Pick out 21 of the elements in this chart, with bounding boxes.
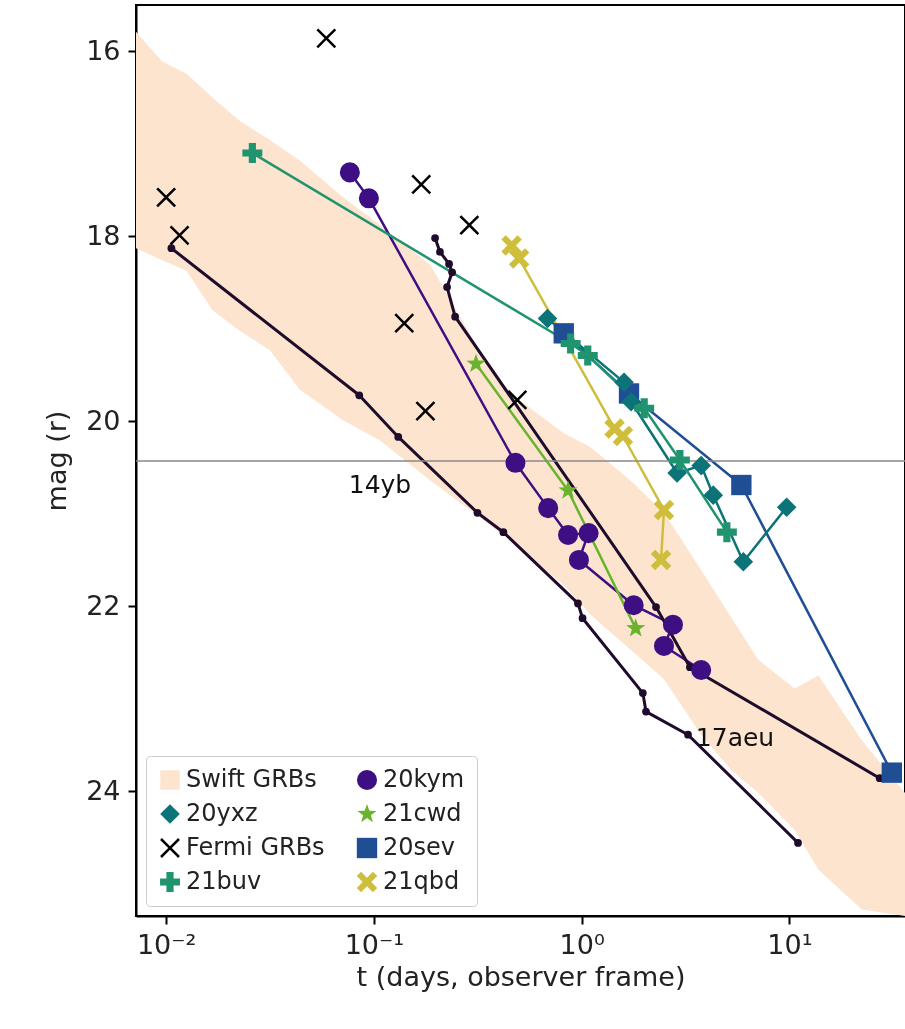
y-tick-label: 20: [86, 404, 121, 436]
y-tick-label: 18: [86, 219, 121, 251]
x-tick-label: 10⁻²: [136, 928, 197, 960]
y-tick-label: 16: [86, 34, 121, 66]
legend-label: 21cwd: [383, 799, 462, 827]
legend-label: 20sev: [383, 833, 456, 861]
legend-label: Fermi GRBs: [186, 833, 325, 861]
y-axis-title: mag (r): [41, 410, 73, 512]
legend-label: 21qbd: [383, 867, 460, 895]
legend-label: Swift GRBs: [186, 765, 317, 793]
y-tick-label: 24: [86, 774, 121, 806]
annotation: 17aeu: [695, 723, 775, 752]
legend-label: 20kym: [383, 765, 465, 793]
annotation: 14yb: [348, 470, 412, 499]
legend-label: 21buv: [186, 867, 262, 895]
x-tick-label: 10⁻¹: [344, 928, 405, 960]
x-axis-title: t (days, observer frame): [356, 960, 686, 992]
x-tick-label: 10⁰: [559, 928, 605, 960]
y-tick-label: 22: [86, 589, 121, 621]
x-tick-label: 10¹: [767, 928, 813, 960]
legend-label: 20yxz: [186, 799, 258, 827]
